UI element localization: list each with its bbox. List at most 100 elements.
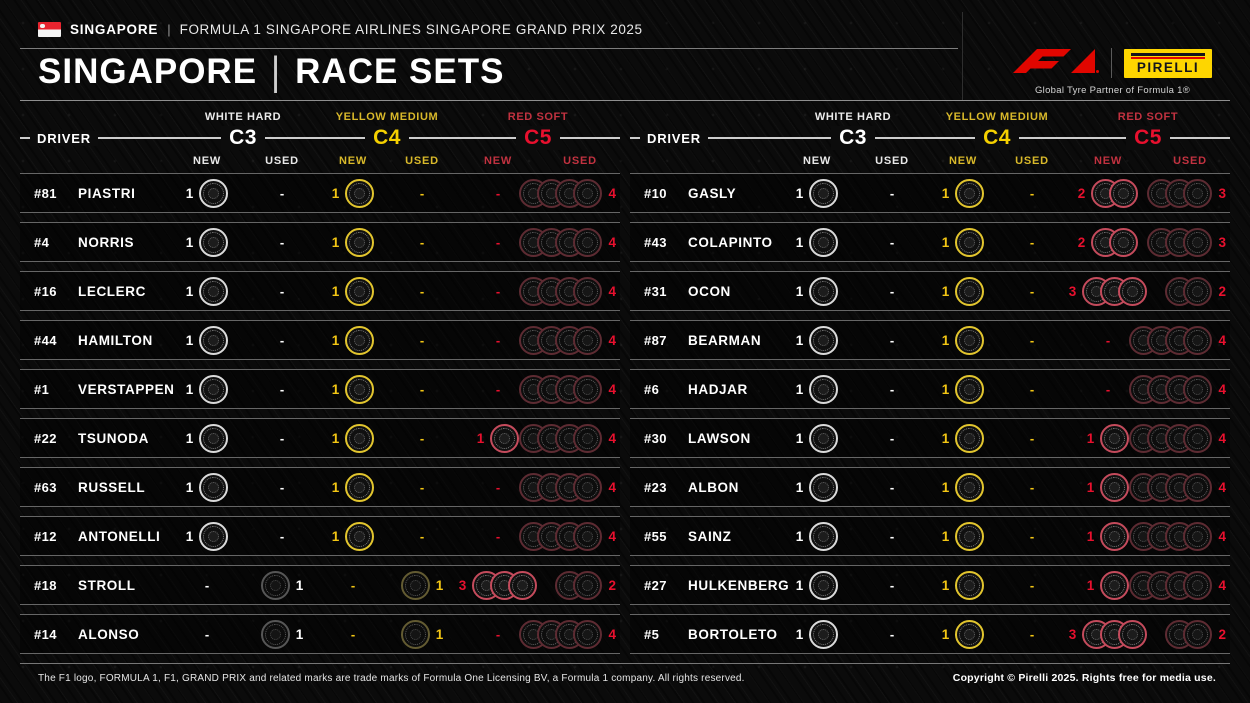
c4-new-tyre-group: [955, 325, 985, 355]
c5-new-count: 3: [458, 577, 467, 593]
c5-new-tyre-icon: [1100, 570, 1130, 600]
c4-new-tyre-group: [345, 227, 375, 257]
c5-used-count: 2: [1218, 283, 1226, 299]
logo-block: PIRELLI Global Tyre Partner of Formula 1…: [1000, 48, 1225, 96]
driver-cell: #43 COLAPINTO: [630, 235, 778, 250]
c4-new-label: NEW: [338, 155, 368, 167]
c5-used-cell: 2: [1150, 276, 1230, 306]
c5-new-count: 3: [1068, 283, 1077, 299]
c4-new-tyre-icon: [345, 227, 375, 257]
c3-used-tyre-icon: [260, 570, 290, 600]
c3-new-tyre-icon: [199, 227, 229, 257]
driver-number: #27: [644, 577, 667, 593]
c3-new-tyre-group: [809, 178, 839, 208]
c4-new-tyre-icon: [345, 178, 375, 208]
c5-used-count: 4: [608, 234, 616, 250]
driver-name: OCON: [688, 283, 731, 299]
table-row: #55 SAINZ 1 - 1 - 1 4: [630, 516, 1230, 556]
c4-new-tyre-icon: [955, 276, 985, 306]
c4-new-tyre-group: [345, 276, 375, 306]
c4-new-cell: 1: [318, 423, 388, 453]
c4-used-tyre-icon: [400, 570, 430, 600]
c5-used-cell: 4: [519, 521, 620, 551]
driver-name: HADJAR: [688, 381, 748, 397]
c4-new-count: 1: [331, 283, 340, 299]
table-row: #4 NORRIS 1 - 1 - - 4: [20, 222, 620, 262]
c5-used-count: 4: [1218, 381, 1226, 397]
c3-new-tyre-icon: [199, 423, 229, 453]
c4-new-tyre-icon: [345, 325, 375, 355]
c5-new-tyre-icon: [1100, 521, 1130, 551]
c4-new-count: 1: [941, 577, 950, 593]
c3-new-cell: 1: [778, 276, 856, 306]
driver-number: #31: [644, 283, 667, 299]
c3-used-empty: -: [279, 283, 285, 299]
c5-new-tyre-group: [1082, 276, 1148, 306]
c4-used-empty: -: [419, 185, 425, 201]
driver-cell: #55 SAINZ: [630, 529, 778, 544]
c4-new-cell: 1: [928, 472, 998, 502]
c3-used-label: USED: [265, 155, 299, 167]
c3-new-label: NEW: [802, 155, 832, 167]
pirelli-logo: PIRELLI: [1124, 48, 1212, 78]
c5-used-tyre-icon: [573, 521, 603, 551]
c3-used-empty: -: [889, 381, 895, 397]
c5-new-count: 2: [1077, 185, 1086, 201]
c5-used-tyre-icon: [1183, 276, 1213, 306]
c5-used-count: 2: [1218, 626, 1226, 642]
c4-new-tyre-group: [955, 619, 985, 649]
c5-new-tyre-icon: [1118, 276, 1148, 306]
compound-code-c3: C3: [221, 126, 265, 150]
c3-used-cell: -: [856, 480, 928, 495]
compound-code-c5: C5: [1126, 126, 1170, 150]
c3-new-count: 1: [185, 528, 194, 544]
c5-new-cell: -: [1066, 382, 1150, 397]
c4-new-tyre-group: [345, 325, 375, 355]
c3-new-tyre-group: [199, 472, 229, 502]
table-row: #6 HADJAR 1 - 1 - - 4: [630, 369, 1230, 409]
country-label: SINGAPORE: [70, 22, 159, 37]
compound-name-c5: RED SOFT: [507, 110, 569, 123]
c4-used-empty: -: [419, 332, 425, 348]
c5-new-cell: 1: [1066, 521, 1150, 551]
c5-new-cell: 1: [1066, 423, 1150, 453]
c3-new-count: 1: [795, 577, 804, 593]
c5-used-count: 2: [608, 577, 616, 593]
c5-used-tyre-group: [1129, 570, 1213, 600]
header-line: [20, 137, 620, 139]
driver-number: #12: [34, 528, 57, 544]
c4-new-tyre-icon: [955, 619, 985, 649]
c4-new-tyre-icon: [955, 521, 985, 551]
c5-new-tyre-group: [1091, 227, 1139, 257]
driver-name: LAWSON: [688, 430, 751, 446]
c5-used-count: 4: [1218, 430, 1226, 446]
c3-used-label: USED: [875, 155, 909, 167]
c3-new-cell: 1: [168, 374, 246, 404]
c4-new-cell: 1: [318, 276, 388, 306]
page-title: SINGAPORE | RACE SETS: [38, 49, 504, 94]
c4-used-cell: -: [998, 431, 1066, 446]
c5-new-count: 1: [1086, 577, 1095, 593]
c5-new-tyre-group: [1100, 423, 1130, 453]
c3-used-cell: -: [246, 186, 318, 201]
c4-new-tyre-group: [955, 570, 985, 600]
c4-used-cell: -: [998, 284, 1066, 299]
c4-new-tyre-group: [345, 521, 375, 551]
c5-new-cell: 1: [1066, 570, 1150, 600]
driver-number: #81: [34, 185, 57, 201]
c4-used-cell: -: [998, 382, 1066, 397]
c3-new-tyre-group: [199, 276, 229, 306]
c3-used-empty: -: [889, 283, 895, 299]
c5-used-tyre-group: [1129, 325, 1213, 355]
c4-used-cell: -: [998, 480, 1066, 495]
c3-new-tyre-icon: [809, 276, 839, 306]
pirelli-logo-redline: [1131, 56, 1205, 59]
c3-new-tyre-group: [809, 619, 839, 649]
driver-cell: #4 NORRIS: [20, 235, 168, 250]
c3-used-cell: -: [856, 235, 928, 250]
driver-name: VERSTAPPEN: [78, 381, 175, 397]
driver-cell: #16 LECLERC: [20, 284, 168, 299]
c5-used-tyre-icon: [1183, 423, 1213, 453]
c5-used-tyre-icon: [1183, 178, 1213, 208]
